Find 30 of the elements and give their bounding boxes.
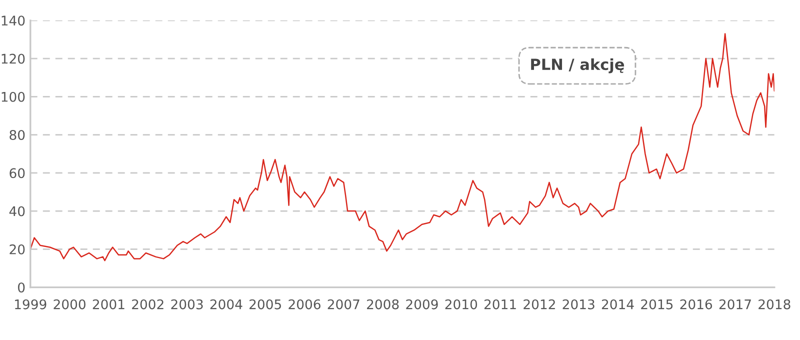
y-tick-label: 40 xyxy=(9,206,25,216)
x-tick-label: 2007 xyxy=(328,299,360,310)
x-tick-label: 2011 xyxy=(484,299,516,310)
x-tick-label: 2017 xyxy=(719,299,751,310)
x-tick-label: 2018 xyxy=(758,299,790,310)
y-tick-label: 140 xyxy=(2,16,25,26)
line-series xyxy=(30,33,774,262)
x-tick-label: 2012 xyxy=(524,299,555,310)
y-tick-label: 0 xyxy=(18,282,25,292)
x-tick-label: 2010 xyxy=(445,299,478,310)
x-tick-label: 2013 xyxy=(562,299,594,310)
x-tick-label: 1999 xyxy=(15,299,46,310)
x-tick-label: 2008 xyxy=(367,299,399,310)
annotation: PLN / akcję xyxy=(531,58,624,74)
x-tick-label: 2005 xyxy=(250,299,281,310)
x-tick-label: 2002 xyxy=(132,299,164,310)
y-tick-label: 60 xyxy=(10,168,25,178)
x-tick-label: 2001 xyxy=(92,299,124,310)
x-tick-label: 2015 xyxy=(641,299,673,310)
y-tick-label: 100 xyxy=(2,92,25,102)
x-tick-label: 2004 xyxy=(210,299,242,310)
x-tick-label: 2006 xyxy=(288,299,320,310)
x-tick-label: 2000 xyxy=(54,299,86,310)
y-tick-label: 20 xyxy=(10,244,25,254)
y-tick-label: 120 xyxy=(2,54,25,64)
x-tick-label: 2014 xyxy=(602,299,634,310)
x-tick-label: 2016 xyxy=(680,299,712,310)
x-tick-label: 2009 xyxy=(406,299,438,310)
y-tick-label: 80 xyxy=(10,130,25,140)
x-tick-label: 2003 xyxy=(171,299,203,310)
